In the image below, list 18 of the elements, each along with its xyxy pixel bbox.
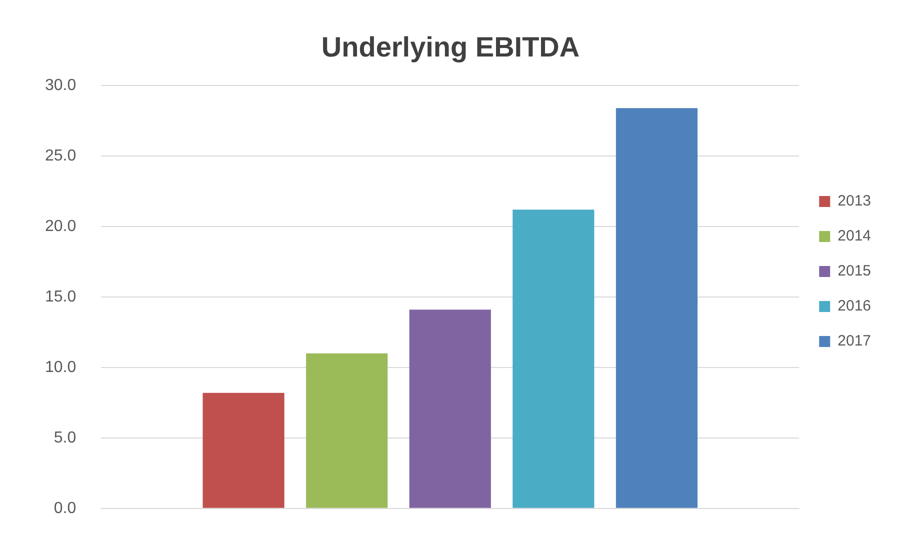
y-tick-label: 15.0 (45, 288, 76, 306)
bar (409, 310, 491, 508)
y-tick-label: 30.0 (45, 77, 76, 94)
y-tick-label: 5.0 (54, 429, 76, 446)
bar (616, 108, 698, 508)
legend-label: 2013 (838, 192, 872, 210)
bar (306, 353, 388, 508)
chart-title: Underlying EBITDA (321, 32, 580, 63)
y-tick-label: 20.0 (45, 218, 76, 235)
y-tick-label: 10.0 (45, 358, 76, 376)
bar (512, 210, 594, 508)
y-tick-label: 0.0 (54, 500, 76, 517)
bar (202, 392, 284, 508)
y-tick-label: 25.0 (45, 147, 76, 164)
legend-label: 2017 (838, 332, 872, 350)
legend-label: 2015 (838, 262, 872, 280)
legend-label: 2016 (838, 298, 872, 315)
legend-label: 2014 (838, 228, 872, 245)
